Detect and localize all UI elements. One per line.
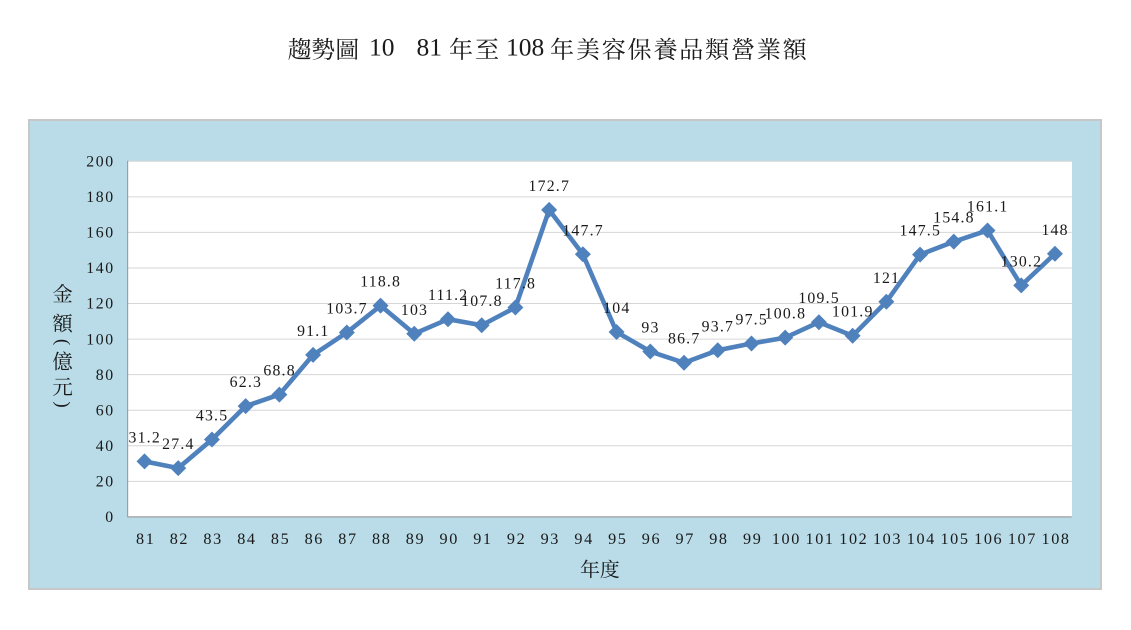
svg-text:100: 100: [772, 530, 801, 548]
svg-text:80: 80: [96, 367, 115, 384]
svg-text:43.5: 43.5: [196, 408, 228, 425]
svg-text:81: 81: [417, 33, 443, 62]
svg-text:96: 96: [642, 530, 661, 548]
svg-text:): ): [52, 401, 73, 407]
svg-text:(: (: [52, 339, 73, 345]
svg-text:108: 108: [1042, 530, 1071, 548]
svg-text:160: 160: [86, 225, 115, 242]
svg-text:108: 108: [506, 33, 544, 62]
svg-text:147.7: 147.7: [562, 222, 604, 239]
svg-text:27.4: 27.4: [162, 436, 194, 453]
svg-text:180: 180: [86, 189, 115, 206]
svg-text:200: 200: [86, 154, 115, 171]
svg-text:103: 103: [873, 530, 902, 548]
svg-text:140: 140: [86, 260, 115, 277]
svg-text:90: 90: [440, 530, 459, 548]
svg-text:86.7: 86.7: [668, 331, 700, 348]
svg-text:148: 148: [1041, 222, 1068, 239]
svg-text:68.8: 68.8: [263, 363, 295, 380]
svg-text:104: 104: [907, 530, 936, 548]
svg-text:120: 120: [86, 296, 115, 313]
svg-text:100.8: 100.8: [765, 306, 807, 323]
svg-text:92: 92: [507, 530, 526, 548]
svg-text:107: 107: [1008, 530, 1037, 548]
svg-text:91: 91: [473, 530, 492, 548]
svg-text:161.1: 161.1: [967, 199, 1009, 216]
svg-text:102: 102: [839, 530, 868, 548]
svg-text:91.1: 91.1: [297, 323, 329, 340]
svg-text:101.9: 101.9: [832, 304, 874, 321]
svg-text:98: 98: [709, 530, 728, 548]
svg-text:40: 40: [96, 438, 115, 455]
svg-text:101: 101: [806, 530, 835, 548]
svg-text:93: 93: [541, 530, 560, 548]
svg-text:94: 94: [574, 530, 593, 548]
svg-text:10: 10: [369, 33, 395, 62]
svg-text:83: 83: [203, 530, 222, 548]
svg-text:147.5: 147.5: [900, 223, 942, 240]
svg-text:100: 100: [86, 331, 115, 348]
svg-text:95: 95: [608, 530, 627, 548]
svg-text:97: 97: [676, 530, 695, 548]
svg-text:97.5: 97.5: [735, 312, 767, 329]
svg-text:82: 82: [170, 530, 189, 548]
svg-text:60: 60: [96, 402, 115, 419]
svg-text:111.2: 111.2: [428, 287, 468, 304]
svg-text:31.2: 31.2: [128, 429, 160, 446]
svg-text:85: 85: [271, 530, 290, 548]
svg-text:117.8: 117.8: [495, 276, 536, 293]
svg-text:103: 103: [401, 302, 428, 319]
svg-text:84: 84: [237, 530, 256, 548]
svg-text:93: 93: [641, 320, 659, 337]
svg-text:121: 121: [873, 270, 900, 287]
svg-text:87: 87: [338, 530, 357, 548]
svg-text:20: 20: [96, 474, 115, 491]
svg-text:88: 88: [372, 530, 391, 548]
svg-text:99: 99: [743, 530, 762, 548]
svg-text:0: 0: [105, 509, 115, 526]
svg-text:104: 104: [603, 300, 630, 317]
svg-text:172.7: 172.7: [529, 178, 571, 195]
svg-text:154.8: 154.8: [933, 210, 975, 227]
svg-text:130.2: 130.2: [1001, 253, 1043, 270]
svg-text:107.8: 107.8: [461, 293, 503, 310]
svg-text:103.7: 103.7: [326, 301, 368, 318]
svg-text:105: 105: [940, 530, 969, 548]
svg-text:118.8: 118.8: [360, 274, 401, 291]
svg-text:93.7: 93.7: [702, 318, 734, 335]
svg-text:86: 86: [305, 530, 324, 548]
svg-text:106: 106: [974, 530, 1003, 548]
svg-text:89: 89: [406, 530, 425, 548]
svg-text:109.5: 109.5: [798, 290, 840, 307]
svg-text:62.3: 62.3: [230, 374, 262, 391]
svg-text:81: 81: [136, 530, 155, 548]
